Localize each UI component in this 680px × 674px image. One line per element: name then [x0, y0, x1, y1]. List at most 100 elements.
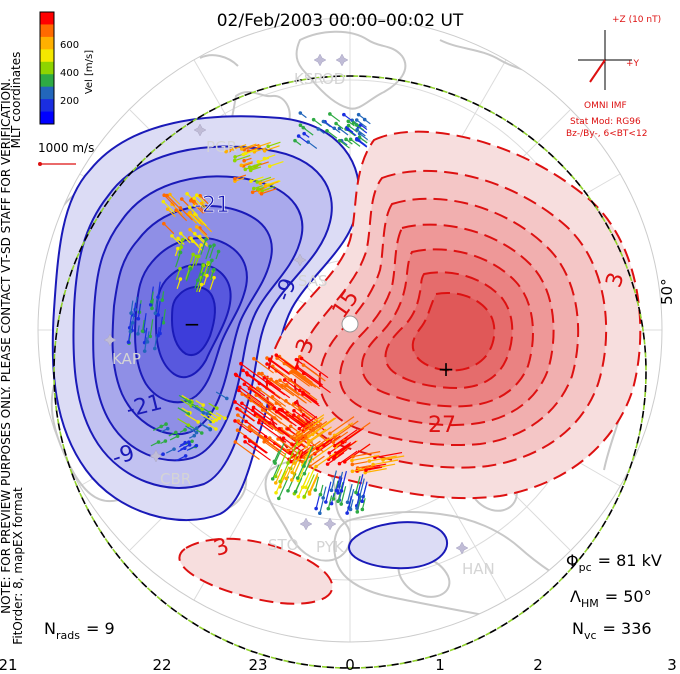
vector-line: [338, 471, 344, 487]
vector-line: [382, 455, 405, 461]
vector-line: [327, 452, 345, 465]
contour-label-pos: 27: [428, 413, 456, 438]
vector-origin: [160, 298, 165, 302]
vector-line: [253, 406, 278, 426]
vector-line: [326, 130, 338, 139]
small-positive-cell: [178, 537, 334, 605]
vector-line: [315, 452, 336, 467]
boundary-green: [53, 75, 647, 669]
vector-line: [248, 146, 261, 152]
vector-line: [241, 160, 253, 166]
vector-line: [329, 113, 341, 122]
vector-line: [262, 409, 282, 425]
vector-line: [186, 445, 197, 451]
vector-line: [129, 321, 133, 332]
vector-line: [272, 464, 280, 480]
vector-line: [298, 135, 308, 144]
vector-line: [275, 354, 297, 371]
vector-line: [270, 378, 295, 397]
vector-line: [295, 477, 303, 492]
vector-line: [152, 425, 162, 431]
vector-line: [264, 154, 276, 160]
vector-line: [305, 437, 330, 455]
vector-line: [161, 291, 165, 301]
vector-line: [241, 402, 270, 424]
vector-line: [191, 405, 204, 414]
vector-line: [281, 409, 302, 425]
vector-line: [374, 451, 403, 459]
vector-line: [276, 411, 297, 427]
vector-line: [305, 441, 330, 460]
vector-line: [142, 313, 147, 331]
vector-line: [165, 448, 175, 454]
vector-line: [349, 499, 354, 510]
vector-line: [272, 396, 287, 407]
vector-line: [175, 252, 182, 268]
map-title: 02/Feb/2003 00:00–00:02 UT: [217, 11, 464, 31]
vector-line: [328, 443, 351, 460]
vector-line: [187, 214, 198, 224]
vector-line: [357, 464, 372, 469]
station-label: KSR: [294, 70, 324, 88]
vector-line: [200, 239, 207, 255]
vector-line: [201, 202, 212, 213]
vector-line: [150, 441, 159, 447]
vector-line: [234, 174, 247, 180]
vector-line: [200, 413, 214, 423]
vector-line: [356, 124, 365, 131]
vector-origin: [371, 462, 375, 467]
positive-cell: [266, 130, 642, 500]
vector-line: [365, 468, 387, 474]
vector-line: [260, 177, 275, 184]
vector-line: [291, 461, 301, 481]
vector-line: [273, 450, 280, 462]
vector-line: [130, 300, 134, 314]
vector-line: [179, 429, 186, 433]
vector-line: [144, 327, 148, 343]
vector-line: [297, 460, 306, 479]
vector-line: [188, 427, 198, 433]
colorbar-swatch: [40, 99, 54, 113]
imf-vector: [589, 59, 606, 83]
vector-origin: [367, 459, 372, 463]
vector-line: [343, 114, 352, 121]
vector-line: [261, 188, 277, 195]
vector-line: [268, 141, 281, 147]
vector-line: [185, 413, 199, 423]
vector-line: [285, 400, 311, 419]
vector-line: [279, 356, 298, 370]
vector-line: [294, 424, 314, 439]
vector-line: [360, 124, 368, 131]
colorbar-swatch: [40, 74, 54, 88]
station-marker-icon: [149, 449, 163, 463]
vector-line: [181, 407, 191, 414]
vector-line: [296, 366, 323, 386]
vector-line: [351, 454, 380, 462]
station-marker-icon: [103, 333, 117, 347]
vector-line: [175, 209, 188, 222]
vector-line: [180, 399, 192, 407]
vector-line: [192, 240, 204, 252]
vector-line: [249, 162, 262, 168]
vector-origin: [364, 468, 368, 472]
vector-line: [133, 302, 137, 316]
vector-line: [313, 119, 322, 127]
vector-line: [258, 422, 287, 443]
vector-line: [335, 475, 341, 491]
imf-model: Stat Mod: RG96: [570, 117, 641, 127]
vector-line: [312, 417, 337, 435]
vector-line: [350, 138, 361, 147]
vector-line: [266, 381, 286, 396]
vector-line: [303, 133, 310, 138]
vector-line: [248, 394, 268, 410]
mlt-tick-label: 2: [533, 656, 543, 674]
vector-line: [179, 442, 186, 446]
potential-max-marker: +: [438, 357, 455, 381]
vector-line: [244, 157, 252, 162]
vector-line: [176, 278, 181, 289]
hm-boundary-latitude: ΛHM = 50°: [570, 587, 652, 610]
vector-line: [276, 381, 305, 403]
vector-line: [327, 495, 333, 509]
vector-line: [345, 138, 353, 145]
